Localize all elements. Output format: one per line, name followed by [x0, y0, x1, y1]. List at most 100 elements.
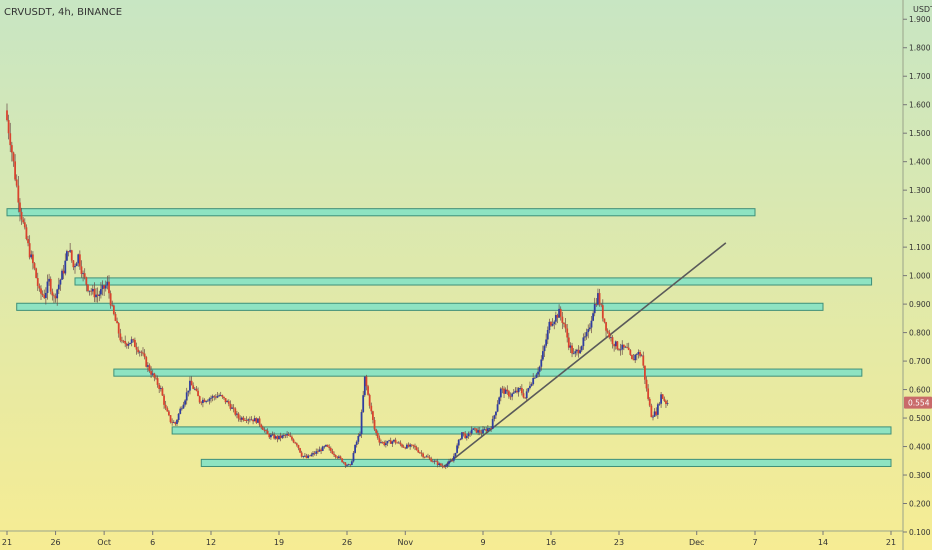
candle: [46, 274, 49, 300]
candle-body: [608, 332, 611, 338]
candle: [35, 267, 38, 279]
zone-4[interactable]: [113, 368, 863, 377]
candle: [619, 343, 622, 356]
candle-body: [388, 440, 390, 442]
candle: [151, 369, 154, 377]
candle: [255, 417, 258, 424]
candle-body: [166, 408, 169, 412]
candle-body: [104, 285, 107, 289]
candle: [38, 283, 41, 292]
candle-body: [650, 405, 653, 418]
candle: [478, 426, 481, 436]
candles-layer: [6, 103, 669, 470]
x-tick-label: Dec: [689, 538, 704, 547]
candle: [454, 452, 457, 458]
candle-body: [49, 278, 52, 292]
candle-body: [12, 152, 15, 162]
candle-body: [218, 395, 220, 397]
candle: [666, 399, 669, 406]
candle: [328, 444, 331, 451]
candle-body: [632, 359, 635, 361]
candle: [203, 398, 206, 403]
candle-body: [125, 343, 128, 346]
candle: [23, 218, 26, 230]
candle: [268, 433, 271, 440]
x-axis: 21 26 Oct 6 12 19 26 Nov 9 16 23 Dec 7 14 21: [2, 531, 896, 547]
candle-body: [537, 371, 539, 375]
candle-body: [132, 339, 135, 341]
candle: [632, 353, 635, 361]
candle: [529, 381, 531, 390]
candle-body: [488, 428, 491, 429]
candle: [224, 398, 227, 405]
candle-body: [320, 449, 322, 451]
zone-6[interactable]: [200, 458, 892, 467]
candle-body: [585, 332, 588, 337]
candle: [409, 443, 412, 450]
candle-body: [474, 428, 476, 430]
candle: [603, 318, 606, 324]
candle-body: [236, 413, 238, 415]
candle: [590, 315, 593, 334]
candle: [624, 345, 627, 348]
candle: [195, 385, 198, 392]
candle-body: [415, 447, 418, 450]
candle-body: [211, 396, 214, 398]
candle-body: [414, 445, 416, 448]
candle-body: [310, 454, 313, 457]
candle: [95, 287, 97, 303]
support-resistance-zones: [6, 208, 892, 467]
candle: [365, 374, 368, 391]
candle-body: [640, 355, 643, 357]
candle: [656, 402, 659, 419]
candle: [282, 433, 285, 439]
candle-body: [331, 450, 334, 454]
candle: [56, 288, 59, 306]
candle-body: [315, 451, 318, 454]
candle: [349, 464, 352, 468]
candle: [10, 141, 13, 162]
candle: [96, 287, 99, 303]
candle: [355, 440, 358, 448]
candle-body: [137, 349, 140, 353]
candle-body: [495, 411, 497, 416]
candle: [189, 376, 191, 395]
candle: [635, 353, 638, 361]
candle: [427, 453, 429, 458]
candle: [83, 268, 86, 280]
candle: [350, 460, 353, 466]
candle: [138, 350, 141, 357]
zone-3[interactable]: [16, 302, 824, 311]
candle-body: [396, 442, 399, 444]
candle: [245, 416, 248, 424]
candle: [574, 349, 577, 358]
y-tick-label: 0.800: [909, 329, 931, 338]
candle: [78, 250, 81, 270]
candle: [323, 445, 326, 449]
candle: [19, 198, 21, 222]
candle-body: [496, 404, 499, 412]
candle: [631, 354, 633, 360]
candle: [172, 420, 175, 424]
candle-body: [270, 434, 272, 438]
zone-5[interactable]: [171, 426, 892, 435]
candle-body: [501, 388, 504, 390]
zone-2[interactable]: [74, 277, 873, 286]
candle: [221, 394, 224, 399]
x-tick-label: Oct: [97, 538, 111, 547]
candle-body: [347, 464, 350, 466]
candle: [653, 408, 656, 418]
candle: [336, 456, 339, 460]
zone-1[interactable]: [6, 208, 756, 217]
candle-body: [511, 393, 514, 397]
candle: [117, 321, 120, 338]
candle: [368, 393, 371, 409]
candle-body: [295, 443, 298, 446]
candle: [223, 396, 225, 400]
candle: [504, 387, 507, 394]
candle: [618, 348, 620, 352]
candle: [404, 446, 407, 450]
candle-body: [454, 452, 457, 457]
